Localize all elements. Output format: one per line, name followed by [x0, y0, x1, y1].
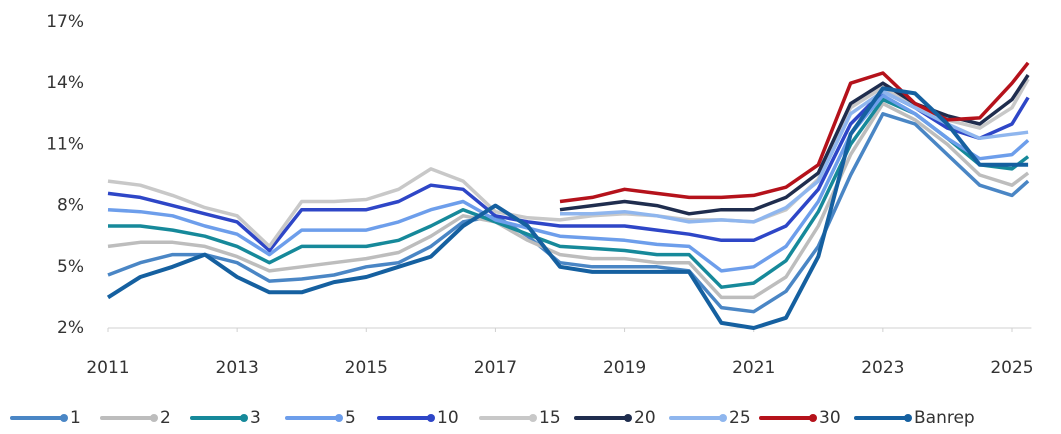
series-line — [560, 89, 1029, 224]
legend-label: 20 — [634, 408, 656, 428]
y-tick-label: 2% — [57, 318, 84, 338]
legend-marker — [240, 414, 248, 422]
legend-label: 30 — [819, 408, 841, 428]
series-line — [559, 61, 1030, 204]
legend-marker — [904, 414, 912, 422]
x-tick-label: 2017 — [474, 358, 517, 378]
legend-marker — [719, 414, 727, 422]
y-tick-label: 11% — [46, 134, 84, 154]
legend-label: 3 — [250, 408, 261, 428]
legend-label: 5 — [345, 408, 356, 428]
series-line — [107, 93, 1030, 273]
legend-marker — [427, 414, 435, 422]
legend-marker — [624, 414, 632, 422]
legend-marker — [60, 414, 68, 422]
x-tick-label: 2013 — [216, 358, 259, 378]
series-line — [108, 97, 1030, 289]
legend-label: Banrep — [914, 408, 975, 428]
x-tick-label: 2021 — [732, 358, 775, 378]
legend-label: 10 — [437, 408, 459, 428]
legend-label: 15 — [539, 408, 561, 428]
x-tick-label: 2011 — [86, 358, 129, 378]
series-line — [106, 86, 1029, 330]
y-tick-label: 5% — [57, 257, 84, 277]
x-tick-label: 2019 — [603, 358, 646, 378]
legend-marker — [809, 414, 817, 422]
legend-label: 2 — [160, 408, 171, 428]
legend-label: 1 — [70, 408, 81, 428]
y-tick-label: 8% — [57, 196, 84, 216]
series-line — [107, 101, 1030, 300]
series-line — [107, 112, 1030, 314]
y-tick-label: 17% — [46, 12, 84, 32]
x-tick-label: 2015 — [345, 358, 388, 378]
y-tick-label: 14% — [46, 73, 84, 93]
legend-marker — [529, 414, 537, 422]
x-tick-label: 2025 — [990, 358, 1033, 378]
legend-marker — [335, 414, 343, 422]
legend-label: 25 — [729, 408, 751, 428]
x-tick-label: 2023 — [861, 358, 904, 378]
legend-marker — [150, 414, 158, 422]
